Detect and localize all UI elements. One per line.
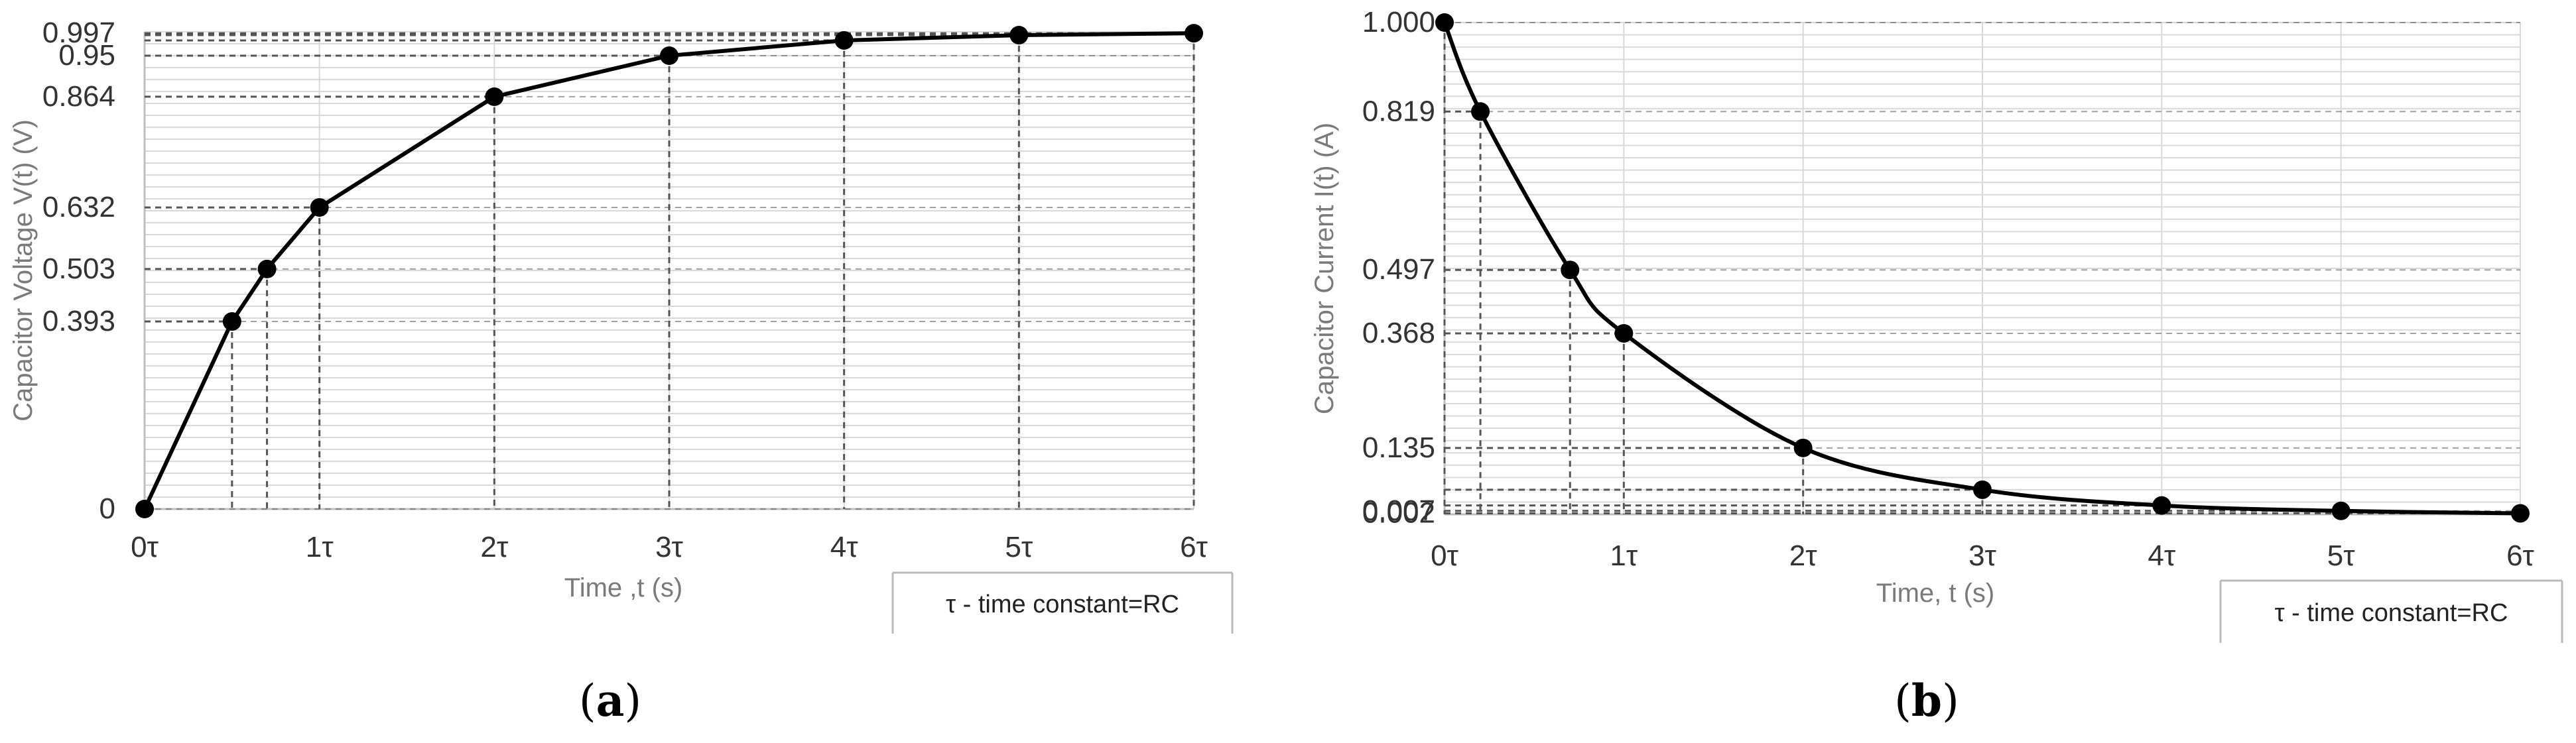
data-point — [1561, 260, 1580, 280]
y-tick-label: 0.864 — [42, 80, 115, 113]
x-tick-label: 3τ — [655, 531, 683, 563]
note-text: τ - time constant=RC — [2275, 599, 2508, 627]
x-tick-label: 6τ — [1180, 531, 1208, 563]
x-tick-label: 6τ — [2506, 540, 2534, 572]
data-point — [2511, 504, 2530, 523]
y-tick-label: 1.000 — [1362, 6, 1435, 38]
data-point — [2152, 496, 2171, 515]
y-axis-title: Capacitor Current I(t) (A) — [1310, 123, 1339, 414]
y-tick-label: 0.819 — [1362, 95, 1435, 127]
x-tick-label: 1τ — [1610, 540, 1638, 572]
data-point — [1009, 26, 1029, 45]
y-tick-label: 0.503 — [42, 253, 115, 285]
note-text: τ - time constant=RC — [946, 591, 1179, 618]
y-tick-label: 0.95 — [58, 39, 115, 72]
x-tick-label: 2τ — [480, 531, 508, 563]
caption-close-paren: ) — [624, 675, 641, 726]
x-tick-label: 2τ — [1789, 540, 1817, 572]
data-point — [834, 30, 854, 50]
x-axis-title: Time, t (s) — [1876, 579, 1995, 608]
panel-label: a — [596, 675, 625, 726]
y-tick-label: 0.393 — [42, 305, 115, 337]
panel-caption: (a) — [579, 675, 641, 726]
x-tick-label: 5τ — [1005, 531, 1033, 563]
data-point — [2331, 501, 2351, 520]
x-tick-label: 1τ — [306, 531, 334, 563]
x-axis-title: Time ,t (s) — [564, 573, 683, 602]
y-tick-label: 0.368 — [1362, 317, 1435, 349]
data-points — [135, 24, 1203, 518]
note-box: τ - time constant=RC — [2219, 579, 2563, 643]
data-point — [485, 87, 504, 106]
y-tick-label: 0.497 — [1362, 253, 1435, 286]
data-point — [1614, 323, 1634, 343]
x-tick-label: 0τ — [131, 531, 159, 563]
x-tick-label: 0τ — [1431, 540, 1458, 572]
data-point — [1793, 438, 1813, 457]
y-tick-label: 0.997 — [42, 17, 115, 49]
x-tick-label: 5τ — [2327, 540, 2355, 572]
x-tick-label: 4τ — [2148, 540, 2175, 572]
y-tick-label: 0.135 — [1362, 431, 1435, 464]
y-tick-label: 0 — [99, 492, 115, 525]
data-point — [1471, 102, 1490, 121]
note-box: τ - time constant=RC — [891, 571, 1234, 634]
panel-label: b — [1911, 675, 1942, 726]
x-tick-label: 4τ — [830, 531, 858, 563]
data-point — [310, 198, 329, 217]
series-line — [1443, 21, 2521, 516]
grid-lines — [1444, 22, 2521, 515]
data-point — [135, 500, 154, 518]
y-axis-title: Capacitor Voltage V(t) (V) — [9, 119, 38, 422]
data-point — [1973, 480, 1992, 499]
y-tick-label: 0.632 — [42, 191, 115, 223]
data-points — [1435, 13, 2530, 523]
chart-panel-a: 0 0.393 0.503 0.632 0.864 0.950.997 0τ 1τ 2τ 3τ 4τ… — [9, 17, 1234, 726]
data-point — [660, 46, 678, 65]
y-tick-label: 0.007 — [1362, 494, 1435, 527]
data-point — [1435, 13, 1454, 32]
caption-open-paren: ( — [1894, 675, 1911, 726]
data-point — [222, 312, 241, 331]
y-tick-label: 0.002 — [1362, 497, 1435, 530]
data-point — [1185, 24, 1203, 43]
panel-caption: (b) — [1894, 675, 1959, 726]
caption-close-paren: ) — [1942, 675, 1959, 726]
caption-open-paren: ( — [579, 675, 596, 726]
x-tick-label: 3τ — [1968, 540, 1996, 572]
data-point — [257, 259, 277, 278]
